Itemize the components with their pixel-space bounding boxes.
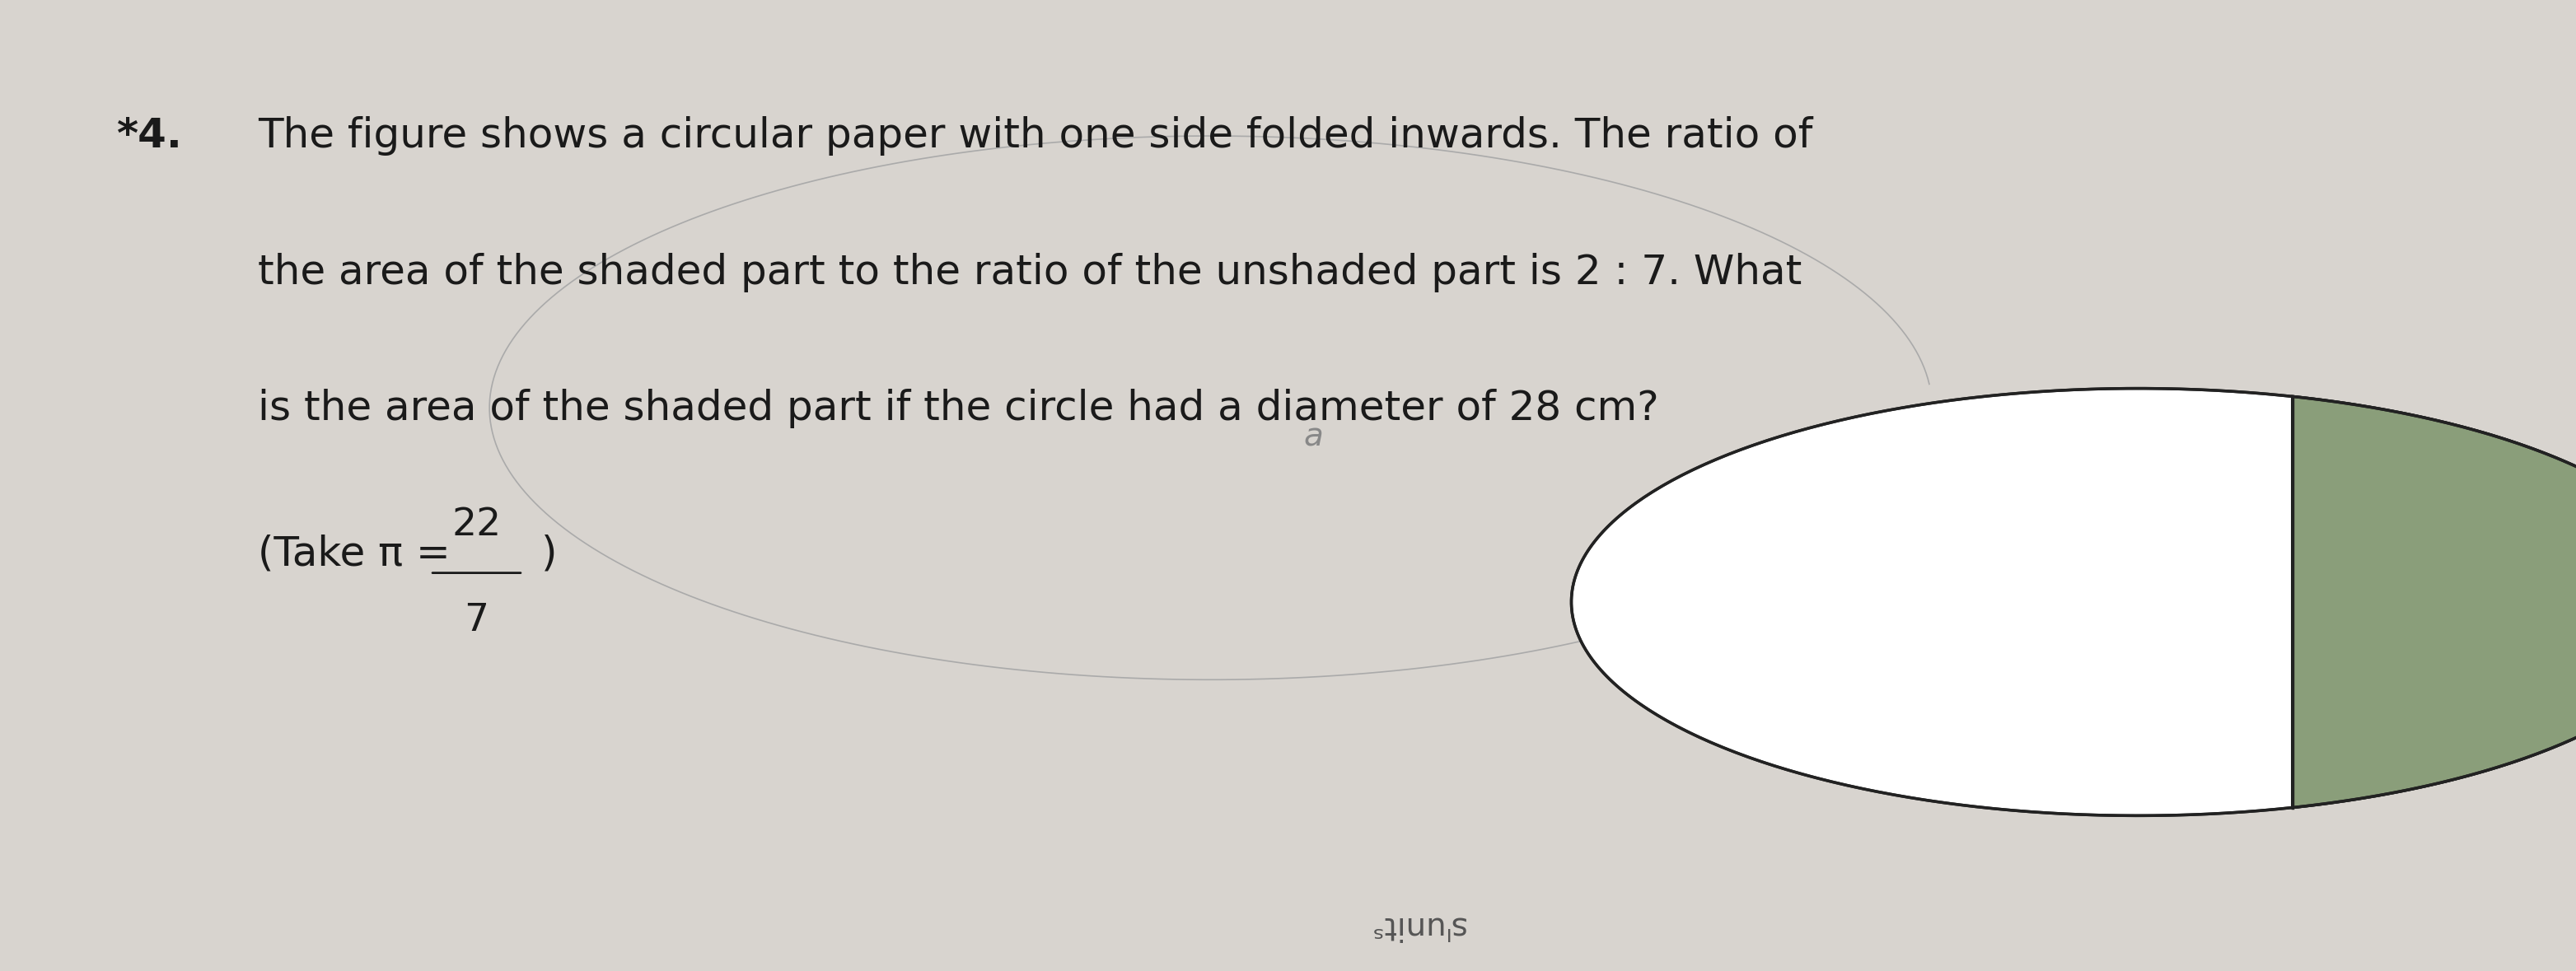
Text: ): ) <box>541 534 556 574</box>
Text: sᴵunitˢ: sᴵunitˢ <box>1368 911 1466 942</box>
Text: a: a <box>1303 421 1324 452</box>
Text: 22: 22 <box>451 507 502 544</box>
Polygon shape <box>1571 388 2576 816</box>
Text: *4.: *4. <box>116 117 183 156</box>
Text: The figure shows a circular paper with one side folded inwards. The ratio of: The figure shows a circular paper with o… <box>258 117 1814 156</box>
Text: 7: 7 <box>464 602 489 639</box>
Text: (Take π =: (Take π = <box>258 534 464 574</box>
Text: is the area of the shaded part if the circle had a diameter of 28 cm?: is the area of the shaded part if the ci… <box>258 388 1659 428</box>
Polygon shape <box>2293 396 2576 808</box>
Text: the area of the shaded part to the ratio of the unshaded part is 2 : 7. What: the area of the shaded part to the ratio… <box>258 252 1801 292</box>
